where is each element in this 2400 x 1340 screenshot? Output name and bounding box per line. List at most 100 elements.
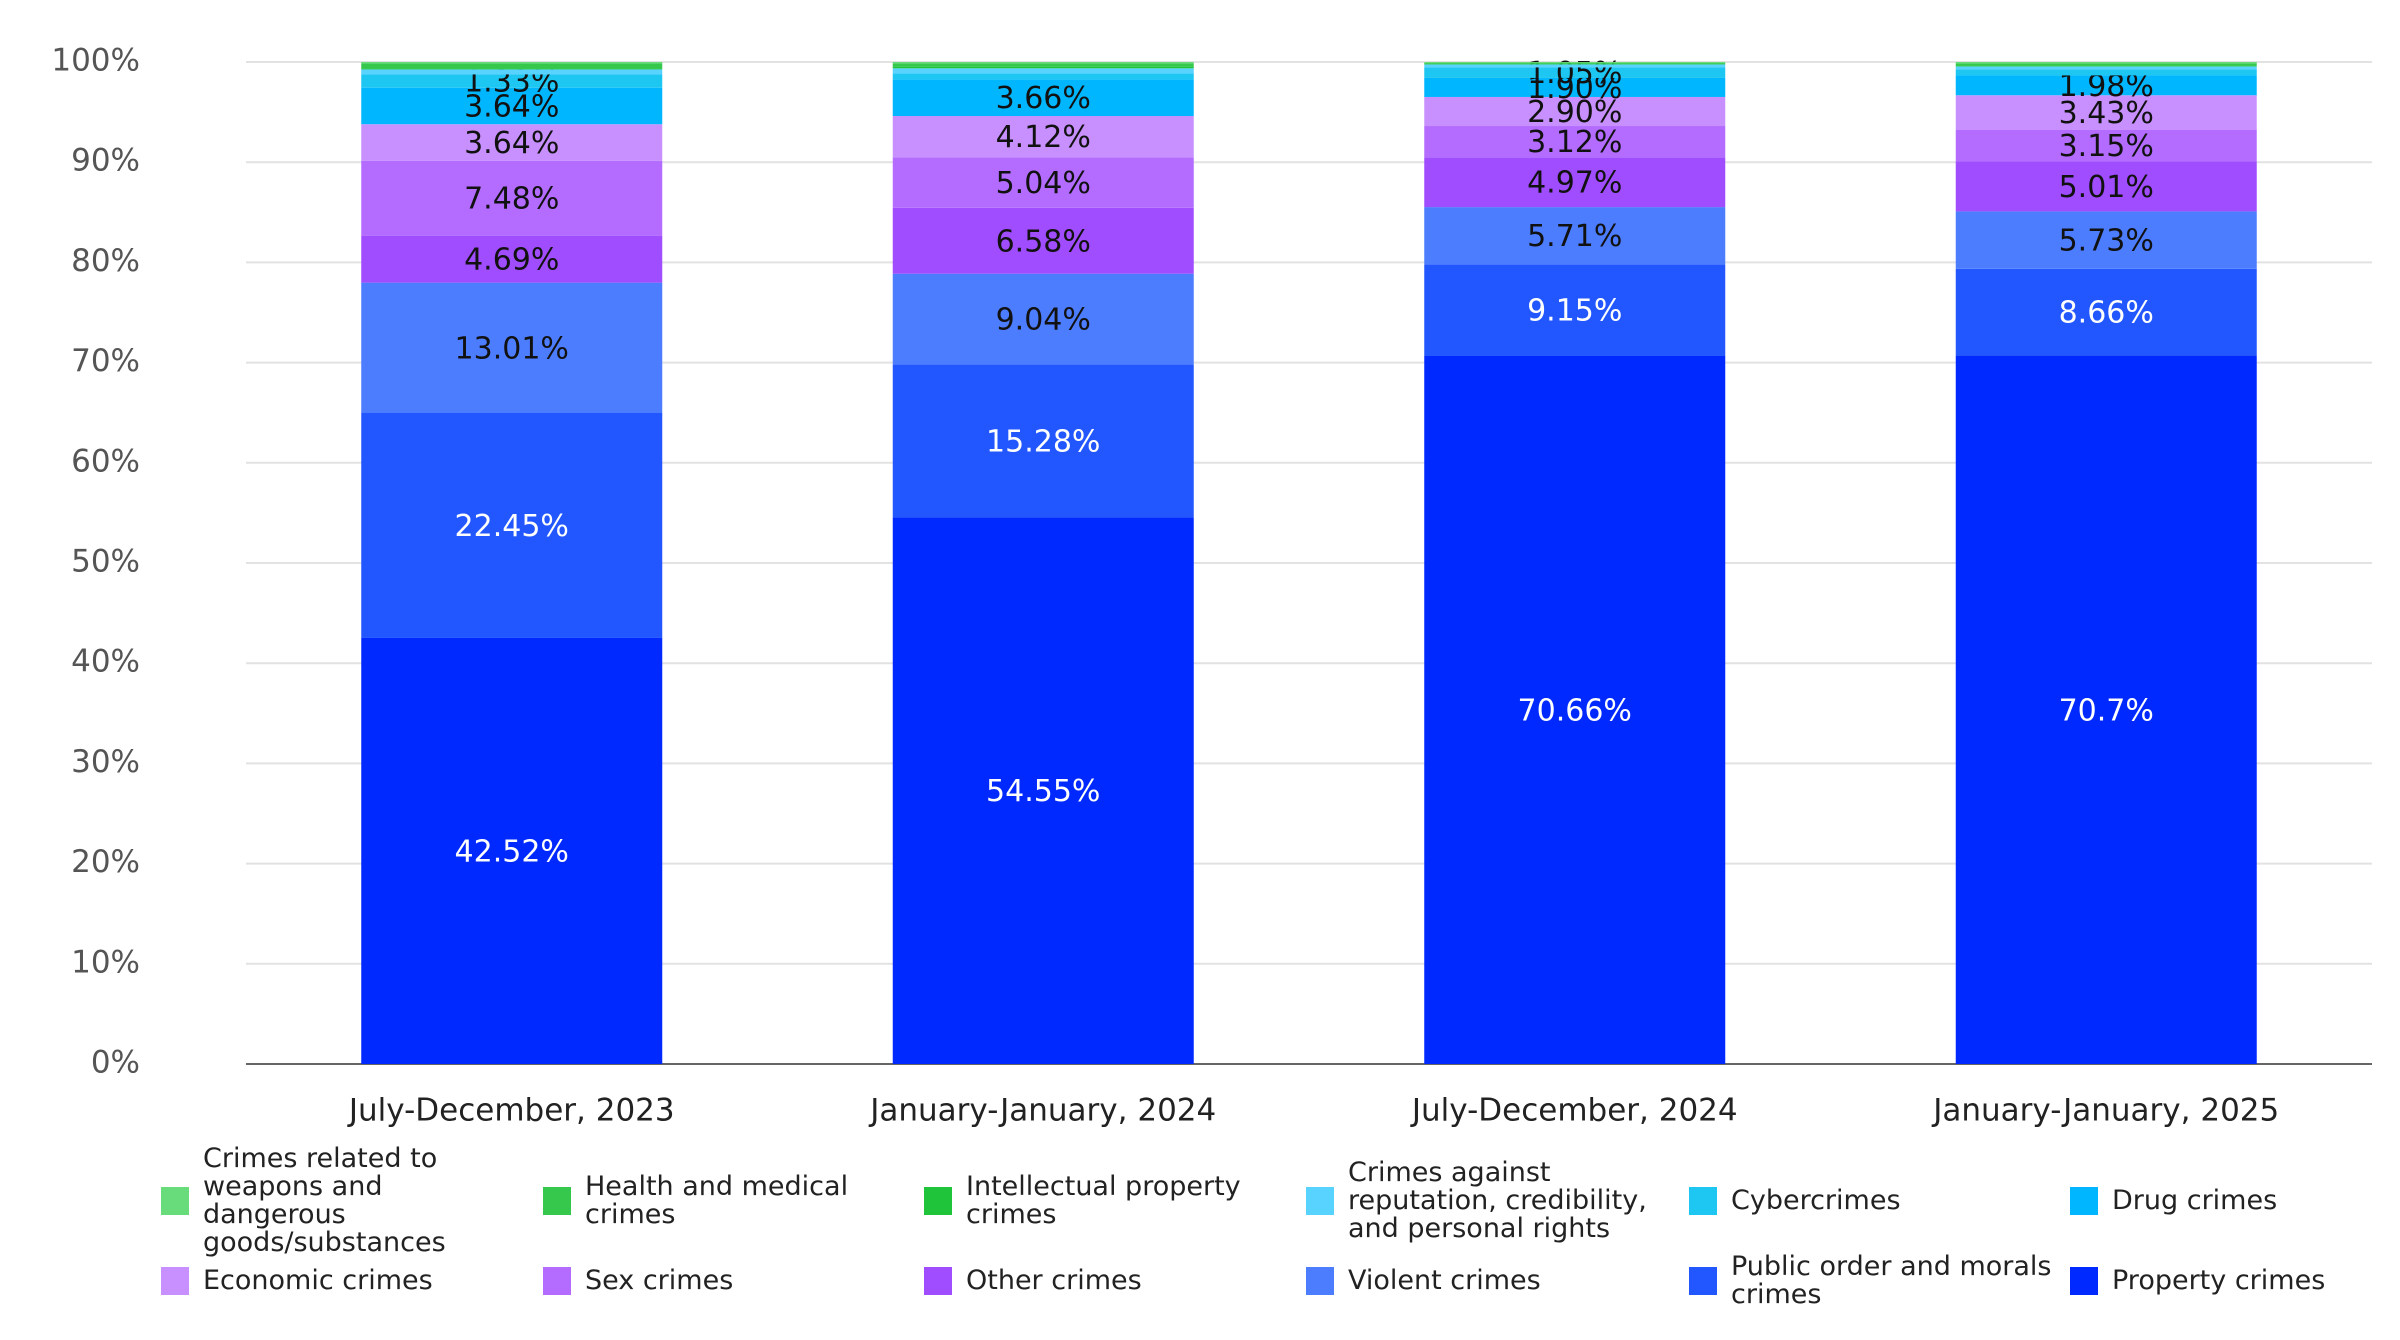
bar-segment xyxy=(892,66,1194,69)
y-tick-label: 10% xyxy=(71,944,140,980)
bar-segment xyxy=(1955,355,2257,1064)
legend-item: Crimes related to weapons and dangerous … xyxy=(161,1145,533,1257)
data-label: 5.01% xyxy=(2059,170,2154,205)
y-tick-label: 0% xyxy=(91,1045,140,1081)
x-tick-label: January-January, 2025 xyxy=(1931,1093,2279,1129)
legend-swatch xyxy=(924,1267,952,1295)
data-label: 22.45% xyxy=(455,509,569,544)
bar-segment xyxy=(1955,69,2257,76)
legend-label: Property crimes xyxy=(2112,1265,2326,1296)
y-tick-label: 70% xyxy=(71,343,140,379)
y-tick-label: 80% xyxy=(71,243,140,279)
data-label: 4.69% xyxy=(464,243,559,278)
bar-segment xyxy=(1424,96,1726,127)
bar-segment xyxy=(1424,77,1726,97)
bar-segment xyxy=(1955,211,2257,269)
data-label: 42.52% xyxy=(455,834,569,869)
legend-item: Economic crimes xyxy=(161,1236,533,1326)
data-label: 6.58% xyxy=(996,224,1091,259)
bar-segment xyxy=(892,68,1194,74)
bar-segment xyxy=(361,124,663,161)
bar-segment xyxy=(1424,64,1726,68)
legend-item: Violent crimes xyxy=(1306,1236,1678,1326)
bar-segment xyxy=(1424,63,1726,65)
legend-item: Sex crimes xyxy=(543,1236,915,1326)
bar-segment xyxy=(1955,65,2257,67)
bar-segment xyxy=(1424,126,1726,158)
legend-swatch xyxy=(2070,1187,2098,1215)
legend-swatch xyxy=(924,1187,952,1215)
bar-segment xyxy=(892,273,1194,365)
data-label: 3.15% xyxy=(2059,129,2154,164)
data-label: 9.04% xyxy=(996,303,1091,338)
legend-swatch xyxy=(1689,1267,1717,1295)
bar-segment xyxy=(1424,264,1726,356)
x-tick-label: July-December, 2023 xyxy=(347,1093,675,1129)
legend-swatch xyxy=(543,1267,571,1295)
y-tick-label: 60% xyxy=(71,443,140,479)
legend-item: Public order and morals crimes xyxy=(1689,1236,2061,1326)
bar-segment xyxy=(1955,63,2257,66)
legend-swatch xyxy=(161,1187,189,1215)
x-tick-label: July-December, 2024 xyxy=(1410,1093,1738,1129)
bar-segment xyxy=(1424,355,1726,1064)
bar-segment xyxy=(1955,129,2257,162)
legend-swatch xyxy=(543,1187,571,1215)
bar-segment xyxy=(892,79,1194,117)
legend-label: Intellectual property crimes xyxy=(966,1171,1241,1230)
legend-swatch xyxy=(1306,1267,1334,1295)
bar-segment xyxy=(1955,75,2257,96)
bar-segment xyxy=(892,116,1194,158)
bar-segment xyxy=(361,63,663,69)
bar-segment xyxy=(361,74,663,88)
data-label: 4.97% xyxy=(1527,166,1622,201)
legend-item: Property crimes xyxy=(2070,1236,2400,1326)
data-label: 70.7% xyxy=(2059,693,2154,728)
legend-item: Health and medical crimes xyxy=(543,1156,915,1246)
bar-segment xyxy=(1424,207,1726,265)
legend-swatch xyxy=(161,1267,189,1295)
bar-segment xyxy=(361,87,663,125)
bar-segment xyxy=(892,62,1194,64)
legend-label: Public order and morals crimes xyxy=(1731,1251,2052,1310)
legend-label: Drug crimes xyxy=(2112,1185,2278,1216)
data-label: 15.28% xyxy=(986,424,1100,459)
data-label: 70.66% xyxy=(1518,693,1632,728)
bar-segment xyxy=(361,282,663,414)
legend-swatch xyxy=(1306,1187,1334,1215)
data-label: 8.66% xyxy=(2059,296,2154,331)
bar-segment xyxy=(892,63,1194,67)
data-label: 5.71% xyxy=(1527,219,1622,254)
bar-segment xyxy=(361,235,663,283)
data-label: 5.73% xyxy=(2059,224,2154,259)
data-label: 3.66% xyxy=(996,81,1091,116)
bar-segment xyxy=(361,68,663,70)
data-label: 3.43% xyxy=(2059,96,2154,131)
legend-item: Other crimes xyxy=(924,1236,1296,1326)
bar-segment xyxy=(361,413,663,638)
legend-label: Health and medical crimes xyxy=(585,1171,849,1230)
y-tick-label: 50% xyxy=(71,544,140,580)
y-tick-label: 40% xyxy=(71,644,140,680)
bar-segment xyxy=(1955,62,2257,64)
data-label: 54.55% xyxy=(986,774,1100,809)
data-label: 3.64% xyxy=(464,126,559,161)
bar-segment xyxy=(1955,95,2257,130)
legend-label: Sex crimes xyxy=(585,1265,734,1296)
data-label: 2.90% xyxy=(1527,95,1622,130)
data-label: 5.04% xyxy=(996,166,1091,201)
legend-label: Crimes related to weapons and dangerous … xyxy=(203,1143,446,1258)
legend-label: Violent crimes xyxy=(1348,1265,1541,1296)
bar-segment xyxy=(1955,268,2257,356)
y-tick-label: 30% xyxy=(71,744,140,780)
y-tick-label: 100% xyxy=(51,43,140,79)
legend-item: Drug crimes xyxy=(2070,1156,2400,1246)
legend-swatch xyxy=(2070,1267,2098,1295)
bar-segment xyxy=(361,637,663,1064)
y-tick-label: 90% xyxy=(71,143,140,179)
chart: 0% 10% 20% 30% 40% 50% 60% 70% 80% 90% 100% July-De… xyxy=(51,43,2372,1129)
bar-segment xyxy=(892,364,1194,518)
legend-label: Other crimes xyxy=(966,1265,1142,1296)
data-label: 4.12% xyxy=(996,120,1091,155)
